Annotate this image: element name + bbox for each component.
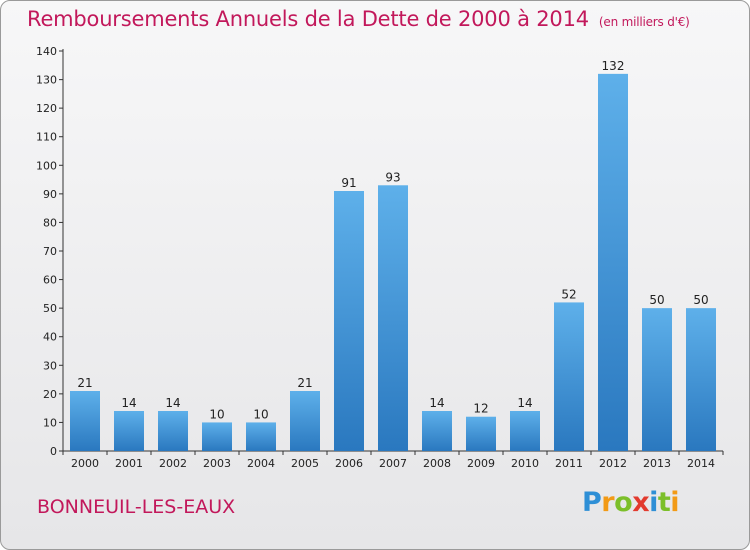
x-tick-label: 2011	[555, 457, 583, 470]
bar-value-label: 14	[165, 396, 180, 410]
bar-2008	[422, 411, 452, 451]
bar-value-label: 93	[385, 170, 400, 184]
logo-letter: i	[670, 487, 680, 518]
bar-2012	[598, 73, 628, 451]
bar-2014	[686, 308, 716, 451]
bar-2000	[70, 391, 100, 451]
y-tick-label: 50	[43, 302, 57, 315]
y-tick-label: 80	[43, 216, 57, 229]
y-tick-label: 0	[50, 445, 57, 458]
bar-value-label: 14	[429, 396, 444, 410]
bar-value-label: 52	[561, 287, 576, 301]
logo-letter: x	[632, 487, 650, 518]
x-tick-label: 2001	[115, 457, 143, 470]
x-tick-label: 2007	[379, 457, 407, 470]
bar-value-label: 132	[602, 59, 625, 73]
bar-2013	[642, 308, 672, 451]
logo-letter: o	[614, 487, 633, 518]
bar-value-label: 10	[209, 407, 224, 421]
chart-title-text: Remboursements Annuels de la Dette de 20…	[27, 7, 589, 31]
proxiti-logo: Proxiti	[582, 487, 680, 518]
x-tick-label: 2005	[291, 457, 319, 470]
x-tick-label: 2010	[511, 457, 539, 470]
y-tick-label: 60	[43, 274, 57, 287]
bar-2006	[334, 191, 364, 451]
bar-value-label: 50	[649, 293, 664, 307]
y-tick-label: 110	[36, 131, 57, 144]
bar-2009	[466, 416, 496, 451]
bar-2007	[378, 185, 408, 452]
x-tick-label: 2009	[467, 457, 495, 470]
x-tick-label: 2000	[71, 457, 99, 470]
x-tick-label: 2014	[687, 457, 715, 470]
logo-letter: i	[649, 487, 658, 518]
y-tick-label: 30	[43, 359, 57, 372]
x-tick-label: 2006	[335, 457, 363, 470]
bar-2011	[554, 302, 584, 451]
bar-value-label: 21	[77, 376, 92, 390]
bar-2002	[158, 411, 188, 451]
logo-letter: P	[582, 487, 602, 518]
y-tick-label: 70	[43, 245, 57, 258]
y-tick-label: 140	[36, 45, 57, 58]
y-tick-label: 130	[36, 74, 57, 87]
bar-value-label: 12	[473, 402, 488, 416]
bar-value-label: 14	[121, 396, 136, 410]
x-tick-label: 2008	[423, 457, 451, 470]
x-tick-label: 2012	[599, 457, 627, 470]
x-tick-label: 2013	[643, 457, 671, 470]
bar-2001	[114, 411, 144, 451]
logo-letter: r	[601, 487, 615, 518]
bar-2003	[202, 422, 232, 451]
y-tick-label: 20	[43, 388, 57, 401]
chart-title: Remboursements Annuels de la Dette de 20…	[27, 7, 690, 31]
chart-unit: (en milliers d'€)	[598, 15, 690, 29]
logo-letter: t	[657, 487, 671, 518]
x-tick-label: 2003	[203, 457, 231, 470]
y-tick-label: 10	[43, 416, 57, 429]
bar-2010	[510, 411, 540, 451]
bar-value-label: 50	[693, 293, 708, 307]
x-tick-label: 2002	[159, 457, 187, 470]
x-tick-label: 2004	[247, 457, 275, 470]
bar-value-label: 10	[253, 407, 268, 421]
y-tick-label: 120	[36, 102, 57, 115]
bar-value-label: 91	[341, 176, 356, 190]
bar-2004	[246, 422, 276, 451]
y-tick-label: 40	[43, 331, 57, 344]
bar-2005	[290, 391, 320, 451]
bar-value-label: 21	[297, 376, 312, 390]
bar-value-label: 14	[517, 396, 532, 410]
city-name: BONNEUIL-LES-EAUX	[37, 496, 236, 518]
y-tick-label: 100	[36, 159, 57, 172]
y-tick-label: 90	[43, 188, 57, 201]
